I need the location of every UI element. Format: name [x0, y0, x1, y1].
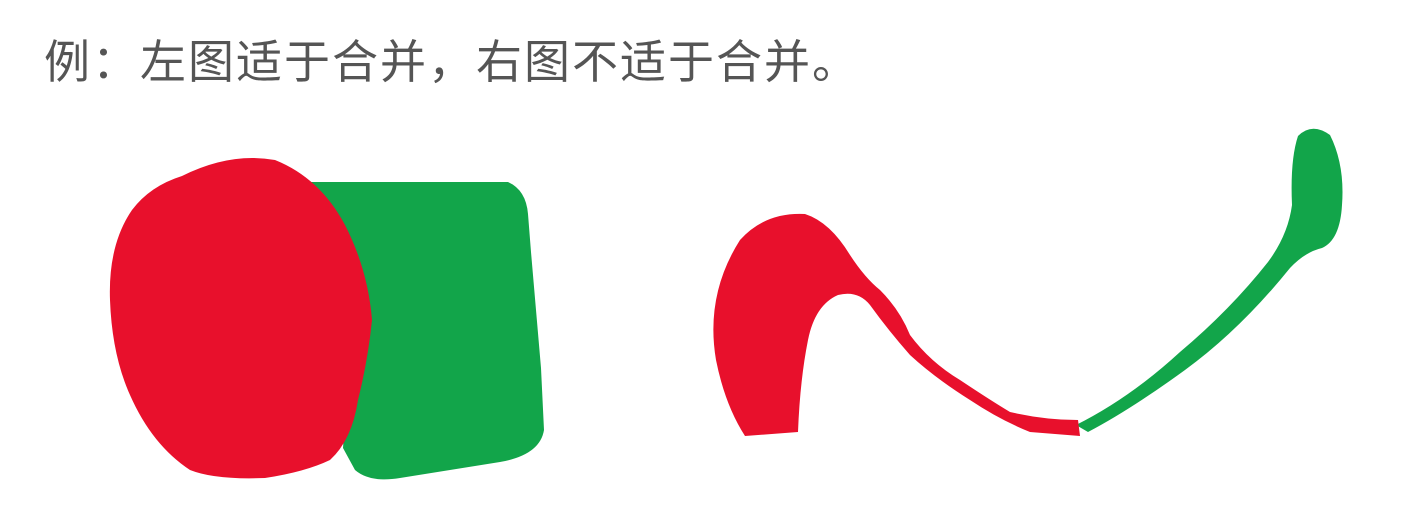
left-red-region	[109, 158, 372, 479]
left-example	[109, 158, 544, 480]
right-green-region	[1076, 128, 1343, 433]
left-green-region	[300, 182, 544, 480]
right-example	[713, 128, 1343, 436]
caption-text: 例：左图适于合并，右图不适于合并。	[44, 35, 860, 89]
right-red-region	[713, 213, 1080, 436]
